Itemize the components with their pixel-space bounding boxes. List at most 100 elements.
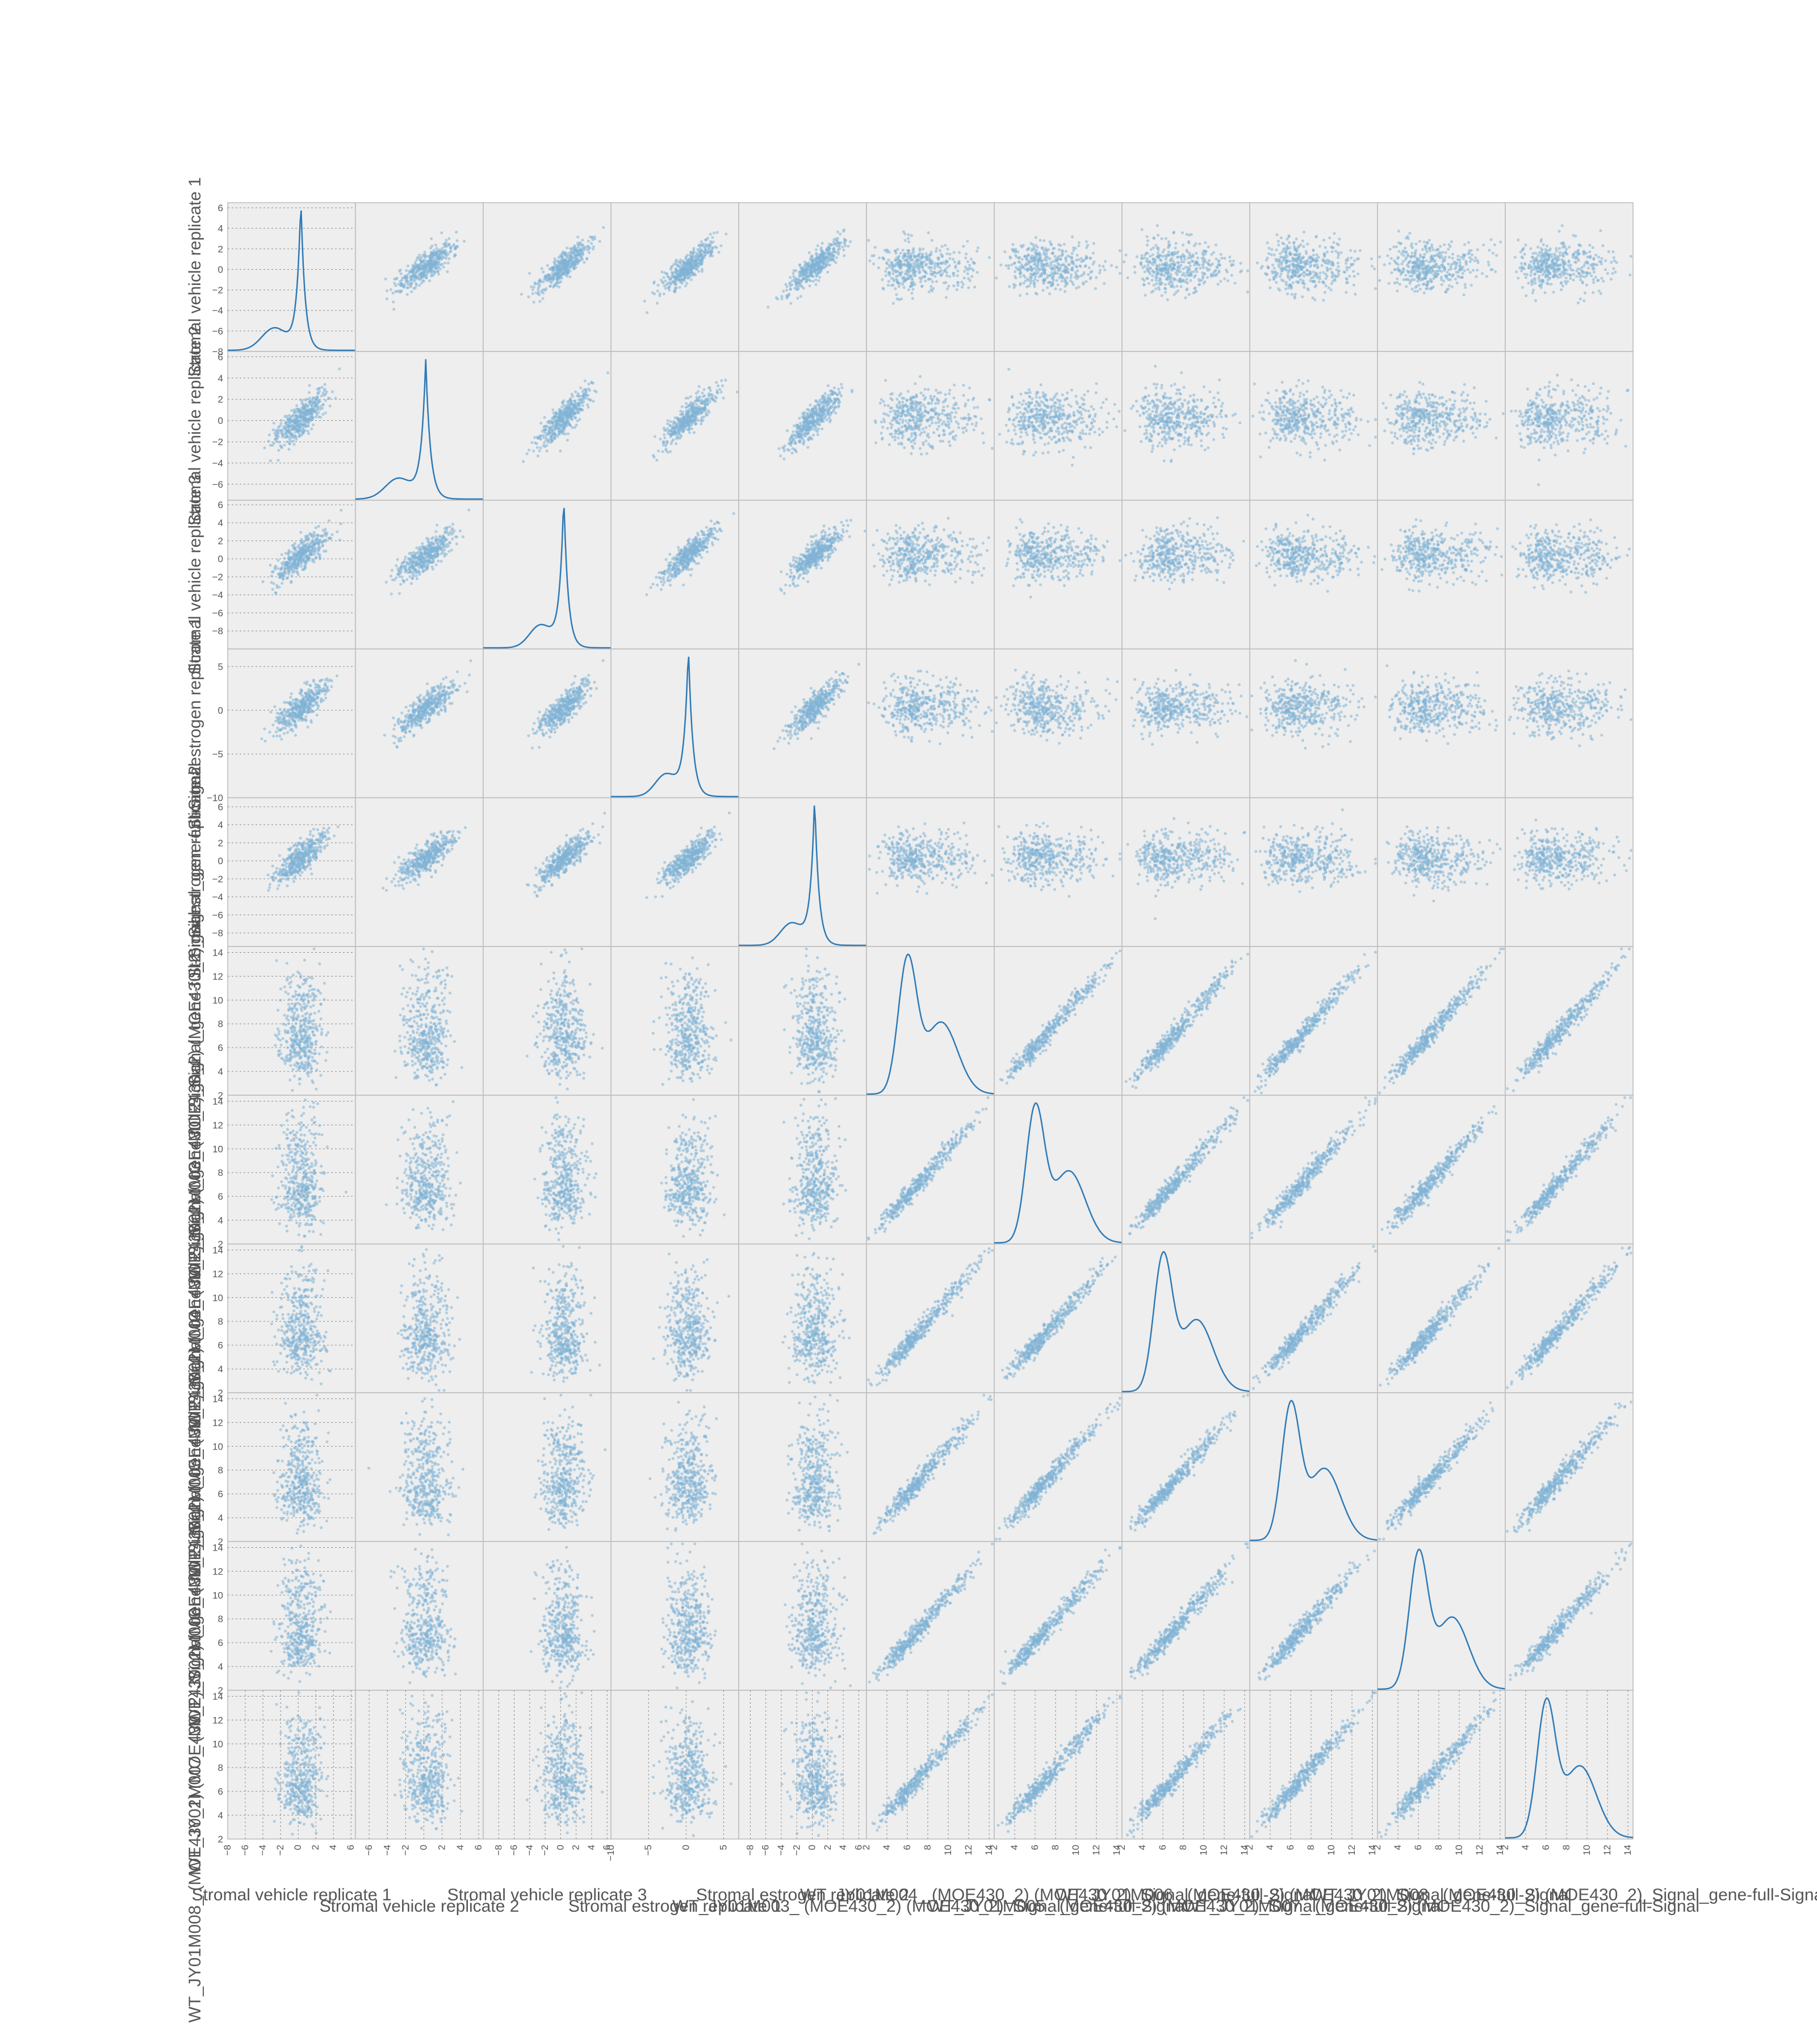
scatter-point bbox=[549, 280, 552, 283]
scatter-point bbox=[924, 279, 927, 282]
scatter-point bbox=[1037, 259, 1040, 262]
scatter-point bbox=[588, 251, 591, 254]
scatter-point bbox=[907, 271, 910, 274]
scatter-point bbox=[1110, 264, 1113, 267]
scatter-point bbox=[927, 231, 930, 234]
cell-background bbox=[1122, 203, 1250, 351]
scatter-point bbox=[576, 244, 579, 246]
scatter-point bbox=[1291, 293, 1293, 296]
scatter-point bbox=[1277, 240, 1280, 242]
scatter-point bbox=[1154, 244, 1157, 246]
scatter-point bbox=[725, 233, 727, 236]
scatter-point bbox=[940, 262, 943, 265]
scatter-point bbox=[789, 284, 792, 287]
scatter-point bbox=[1337, 262, 1339, 265]
scatter-point bbox=[434, 244, 437, 246]
scatter-point bbox=[1213, 274, 1216, 277]
cell-0-5 bbox=[866, 203, 994, 351]
scatter-point bbox=[1160, 237, 1163, 240]
scatter-point bbox=[814, 272, 817, 275]
scatter-point bbox=[567, 261, 570, 264]
scatter-point bbox=[1140, 262, 1142, 265]
scatter-point bbox=[1015, 266, 1018, 269]
scatter-point bbox=[1278, 265, 1280, 268]
scatter-point bbox=[1172, 277, 1175, 280]
scatter-point bbox=[1321, 264, 1324, 267]
scatter-point bbox=[1145, 252, 1148, 254]
scatter-point bbox=[953, 251, 956, 254]
scatter-point bbox=[786, 295, 789, 298]
scatter-point bbox=[811, 261, 814, 263]
scatter-point bbox=[933, 275, 936, 278]
scatter-point bbox=[1146, 261, 1149, 263]
scatter-point bbox=[1023, 282, 1025, 284]
scatter-point bbox=[1185, 249, 1188, 252]
scatter-point bbox=[700, 240, 703, 243]
scatter-point bbox=[1302, 245, 1305, 248]
scatter-point bbox=[1141, 266, 1144, 269]
scatter-point bbox=[1104, 260, 1107, 263]
scatter-point bbox=[1142, 283, 1145, 286]
scatter-point bbox=[1029, 242, 1032, 245]
scatter-point bbox=[688, 262, 690, 265]
scatter-point bbox=[677, 265, 680, 267]
scatter-point bbox=[527, 295, 530, 298]
scatter-point bbox=[1346, 259, 1349, 262]
scatter-point bbox=[1092, 242, 1095, 245]
scatter-point bbox=[1330, 261, 1333, 263]
scatter-point bbox=[541, 267, 543, 270]
scatter-point bbox=[1313, 280, 1316, 283]
scatter-point bbox=[1040, 267, 1043, 270]
scatter-point bbox=[944, 244, 947, 246]
scatter-point bbox=[835, 237, 838, 240]
scatter-point bbox=[568, 267, 571, 270]
scatter-point bbox=[903, 277, 906, 280]
scatter-point bbox=[1179, 270, 1182, 273]
scatter-point bbox=[1266, 241, 1269, 244]
scatter-point bbox=[535, 291, 538, 294]
scatter-point bbox=[1266, 265, 1269, 268]
scatter-point bbox=[1091, 263, 1094, 266]
scatter-point bbox=[1027, 259, 1030, 262]
scatter-point bbox=[1161, 294, 1163, 297]
scatter-point bbox=[1446, 271, 1448, 274]
scatter-point bbox=[1019, 244, 1022, 247]
scatter-point bbox=[713, 232, 715, 234]
scatter-point bbox=[581, 238, 584, 241]
scatter-point bbox=[910, 234, 913, 237]
scatter-point bbox=[967, 286, 970, 289]
scatter-point bbox=[583, 249, 585, 252]
scatter-point bbox=[1047, 281, 1050, 284]
scatter-point bbox=[407, 286, 409, 289]
scatter-point bbox=[1039, 274, 1042, 277]
scatter-point bbox=[394, 290, 397, 293]
scatter-point bbox=[1288, 264, 1291, 267]
scatter-point bbox=[1292, 242, 1295, 245]
scatter-point bbox=[1082, 283, 1085, 286]
scatter-point bbox=[663, 276, 665, 279]
scatter-point bbox=[1314, 284, 1317, 287]
scatter-point bbox=[1035, 236, 1037, 239]
scatter-point bbox=[928, 290, 931, 293]
scatter-point bbox=[927, 266, 930, 269]
scatter-point bbox=[1166, 254, 1169, 257]
cell-0-1 bbox=[355, 203, 483, 351]
scatter-point bbox=[944, 268, 947, 271]
scatter-point bbox=[948, 275, 951, 278]
scatter-point bbox=[396, 277, 399, 279]
scatter-point bbox=[1043, 239, 1045, 242]
scatter-point bbox=[937, 271, 940, 274]
scatter-point bbox=[1206, 276, 1209, 279]
scatter-point bbox=[456, 245, 459, 248]
scatter-point bbox=[890, 284, 893, 287]
scatter-point bbox=[890, 277, 893, 279]
scatter-point bbox=[1285, 253, 1288, 256]
scatter-point bbox=[696, 265, 699, 268]
scatter-point bbox=[904, 239, 907, 242]
scatter-point bbox=[1183, 258, 1186, 261]
scatter-point bbox=[916, 258, 919, 261]
scatter-point bbox=[568, 275, 571, 278]
scatter-point bbox=[1195, 252, 1198, 254]
scatter-point bbox=[392, 300, 395, 303]
scatter-point bbox=[1298, 274, 1301, 277]
